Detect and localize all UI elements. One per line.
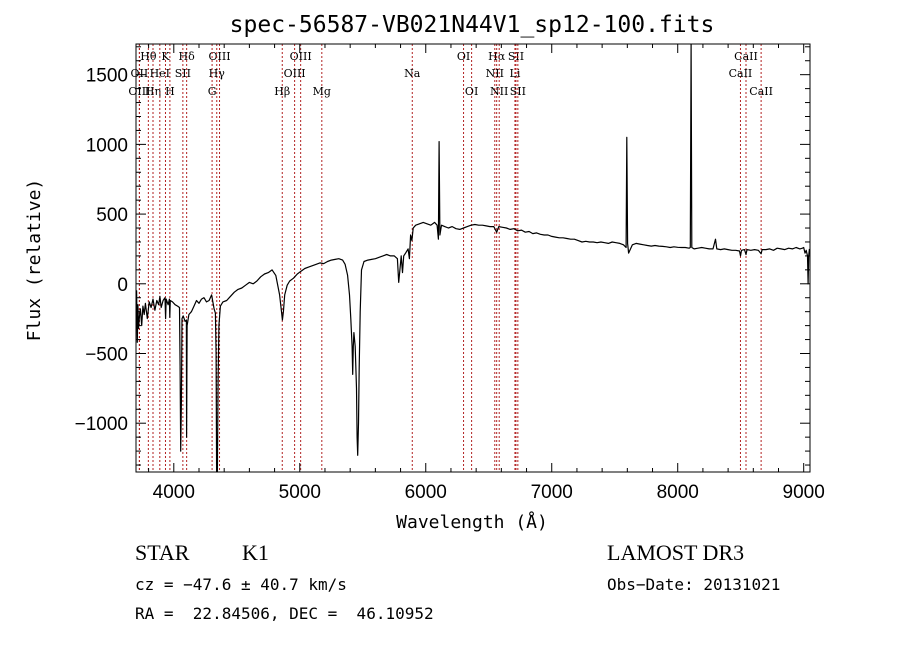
annotation-label: OIII <box>290 50 312 63</box>
annotation-label: K <box>161 50 170 63</box>
y-tick-label: −500 <box>85 344 128 365</box>
y-tick-label: 1500 <box>86 66 128 87</box>
object-subclass: K1 <box>242 540 269 565</box>
x-tick-label: 8000 <box>657 482 699 503</box>
annotation-label: CaII <box>729 67 753 80</box>
y-tick-label: 0 <box>117 275 128 296</box>
annotation-label: SII <box>508 50 524 63</box>
annotation-label: OIII <box>208 50 230 63</box>
x-axis-label: Wavelength (Å) <box>396 511 548 533</box>
y-tick-label: 500 <box>96 205 128 226</box>
annotation-label: H <box>165 85 175 98</box>
annotation-label: Hα <box>488 50 506 63</box>
x-tick-label: 6000 <box>405 482 447 503</box>
annotation-label: OI <box>457 50 470 63</box>
x-axis: 4000 5000 6000 7000 8000 9000 <box>148 44 825 503</box>
chart-title: spec-56587-VB021N44V1_sp12-100.fits <box>230 12 715 38</box>
spectrum-line <box>136 44 810 472</box>
y-axis-label: Flux (relative) <box>24 179 45 342</box>
annotation-label: NII <box>486 67 504 80</box>
y-tick-label: −1000 <box>75 414 128 435</box>
y-axis: −1000 −500 0 500 1000 1500 <box>75 46 810 466</box>
x-tick-label: 4000 <box>153 482 195 503</box>
annotation-label: Hη <box>145 85 161 98</box>
annotation-label: HeI <box>150 67 170 80</box>
annotation-label: OIII <box>128 85 150 98</box>
annotation-label: Li <box>510 67 521 80</box>
redshift-readout: cz = −47.6 ± 40.7 km/s <box>135 575 347 594</box>
annotation-label: Hθ <box>140 50 157 63</box>
survey-name: LAMOST DR3 <box>607 540 745 565</box>
annotation-label: Hδ <box>179 50 196 63</box>
x-tick-label: 7000 <box>531 482 573 503</box>
y-tick-label: 1000 <box>86 135 128 156</box>
object-class: STAR <box>135 540 190 565</box>
spectrum-layer <box>136 44 810 472</box>
x-tick-label: 5000 <box>279 482 321 503</box>
annotation-label: SII <box>175 67 191 80</box>
annotation-label: OIII <box>284 67 306 80</box>
annotation-label: CaII <box>734 50 758 63</box>
annotation-label: NII <box>490 85 508 98</box>
annotation-label: SII <box>510 85 526 98</box>
annotation-label: Hγ <box>209 67 226 80</box>
annotation-label: Hβ <box>274 85 290 98</box>
obs-date: Obs−Date: 20131021 <box>607 575 781 594</box>
coordinates: RA = 22.84506, DEC = 46.10952 <box>135 604 434 623</box>
annotation-label: OI <box>465 85 478 98</box>
annotation-label: Na <box>404 67 421 80</box>
annotation-label: CaII <box>749 85 773 98</box>
x-tick-label: 9000 <box>783 482 825 503</box>
annotation-label: Mg <box>313 85 331 98</box>
plot-frame <box>135 43 811 473</box>
annotation-label: G <box>208 85 217 98</box>
